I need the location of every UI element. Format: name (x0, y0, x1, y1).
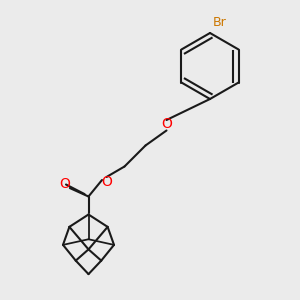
Text: O: O (59, 178, 70, 191)
Text: O: O (101, 175, 112, 188)
Text: Br: Br (212, 16, 226, 28)
Text: O: O (161, 118, 172, 131)
